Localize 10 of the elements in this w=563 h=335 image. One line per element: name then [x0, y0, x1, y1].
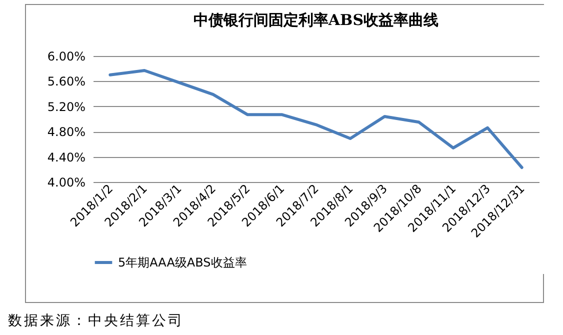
- chart-title: 中债银行间固定利率ABS收益率曲线: [193, 11, 439, 29]
- y-tick-label: 6.00%: [47, 50, 86, 64]
- line-series: [108, 68, 524, 170]
- legend-label: 5年期AAA级ABS收益率: [118, 256, 247, 270]
- source-note: 数据来源：中央结算公司: [8, 312, 184, 330]
- y-tick-label: 4.40%: [47, 150, 86, 164]
- y-tick-label: 4.00%: [47, 176, 86, 190]
- y-tick-label: 5.60%: [47, 74, 86, 89]
- y-tick-label: 4.80%: [47, 125, 86, 140]
- y-tick-label: 5.20%: [47, 100, 86, 114]
